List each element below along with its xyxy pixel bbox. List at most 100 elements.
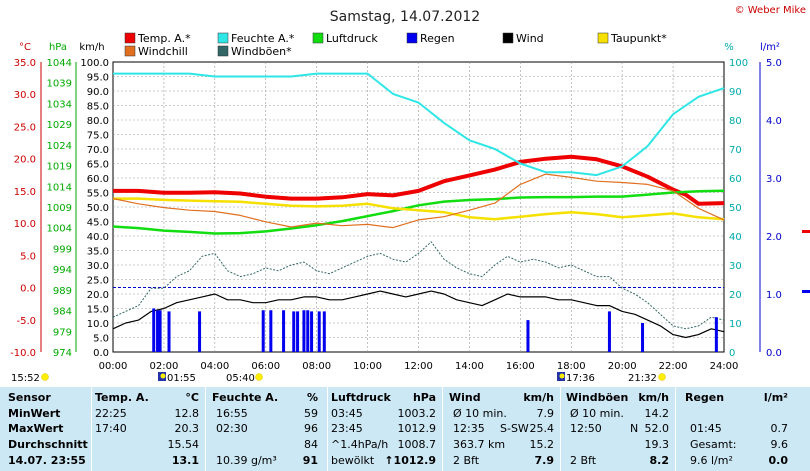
- wind-info: 2 Bft: [453, 454, 480, 467]
- x-tick: 06:00: [251, 361, 280, 372]
- sunrise-time: 05:40: [226, 373, 255, 384]
- x-tick: 08:00: [302, 361, 331, 372]
- series-line: [112, 189, 725, 235]
- x-tick: 04:00: [200, 361, 229, 372]
- rain-tick: 4.0: [766, 116, 782, 127]
- gust-value: 52.0: [644, 422, 670, 435]
- right-marker: [802, 290, 810, 293]
- rain-bar: [322, 311, 326, 352]
- x-tick: 20:00: [608, 361, 637, 372]
- table-divider: [205, 387, 206, 471]
- weather-chart: Samstag, 14.07.2012 © Weber Mike Temp. A…: [10, 5, 810, 384]
- wind-tick: 5.0: [93, 334, 109, 345]
- pressure-tick: 989: [53, 286, 72, 297]
- pressure-tick: 1004: [47, 224, 72, 235]
- copyright: © Weber Mike: [735, 5, 806, 16]
- humidity-time: 02:30: [216, 422, 248, 435]
- wind-tick: 70.0: [87, 145, 109, 156]
- header-wind: Wind: [449, 391, 481, 404]
- gust-info: 12:50: [570, 422, 602, 435]
- wind-tick: 60.0: [87, 174, 109, 185]
- table-divider: [560, 387, 561, 471]
- rain-bar: [198, 311, 202, 352]
- rain-value: 9.6: [770, 438, 789, 451]
- moon-icon-disc: [160, 373, 166, 379]
- gust-value: 19.3: [644, 438, 670, 451]
- humidity-tick: 20: [729, 290, 742, 301]
- humidity-value: 84: [304, 438, 318, 451]
- humidity-value: 96: [304, 422, 318, 435]
- temp-tick: 25.0: [14, 122, 36, 133]
- temp-value: 12.8: [174, 407, 200, 420]
- sunset-time: 21:32: [628, 373, 657, 384]
- x-tick: 14:00: [455, 361, 484, 372]
- legend-swatch: [406, 32, 418, 44]
- header-sensor: Sensor: [8, 391, 51, 404]
- rain-bar: [306, 310, 310, 352]
- gust-dir: N: [630, 422, 639, 435]
- humidity-tick: 80: [729, 116, 742, 127]
- temp-tick: -5.0: [16, 316, 36, 327]
- wind-tick: 20.0: [87, 290, 109, 301]
- temp-value: 20.3: [174, 422, 200, 435]
- legend-label: Regen: [420, 32, 455, 45]
- moon-icon-disc: [559, 373, 565, 379]
- pressure-value: 1012.9: [397, 422, 437, 435]
- x-tick: 12:00: [404, 361, 433, 372]
- x-axis: 00:00 02:00 04:00 06:00 08:00 10:00 12:00 14:00…: [99, 361, 739, 372]
- legend-label: Windböen*: [231, 45, 292, 58]
- humidity-time: 16:55: [216, 407, 248, 420]
- humidity-time: 10.39 g/m³: [216, 454, 277, 467]
- legend-swatch: [124, 45, 136, 57]
- wind-tick: 65.0: [87, 160, 109, 171]
- rain-bar: [292, 311, 296, 352]
- wind-info: Ø 10 min.: [453, 407, 507, 420]
- wind-value: 7.9: [536, 407, 555, 420]
- legend-label: Wind: [516, 32, 544, 45]
- pressure-unit: hPa: [49, 42, 67, 53]
- header-humidity-unit: %: [306, 391, 318, 404]
- humidity-tick: 90: [729, 87, 742, 98]
- temp-value: 15.54: [167, 438, 200, 451]
- pressure-value: 1003.2: [397, 407, 437, 420]
- gust-value: 14.2: [644, 407, 670, 420]
- humidity-tick: 30: [729, 261, 742, 272]
- legend-swatch: [597, 32, 609, 44]
- pressure-tick: 974: [53, 348, 72, 359]
- table-divider: [675, 387, 676, 471]
- row-label: MaxWert: [8, 422, 64, 435]
- header-gust-unit: km/h: [638, 391, 669, 404]
- rain-bar: [317, 311, 321, 352]
- header-pressure-unit: hPa: [412, 391, 436, 404]
- temp-time: 17:40: [95, 422, 127, 435]
- temp-value: 13.1: [171, 454, 199, 467]
- humidity-tick: 50: [729, 203, 742, 214]
- pressure-tick: 1029: [47, 120, 72, 131]
- header-rain-unit: l/m²: [763, 391, 788, 404]
- rain-bar: [158, 310, 162, 352]
- wind-tick: 25.0: [87, 276, 109, 287]
- wind-info: 12:35: [453, 422, 485, 435]
- header-temp-unit: °C: [185, 391, 199, 404]
- temp-tick: 5.0: [20, 251, 36, 262]
- wind-tick: 80.0: [87, 116, 109, 127]
- x-tick: 10:00: [353, 361, 382, 372]
- legend-swatch: [124, 32, 136, 44]
- header-wind-unit: km/h: [523, 391, 554, 404]
- rain-bar: [641, 323, 645, 352]
- humidity-tick: 40: [729, 232, 742, 243]
- series-line: [113, 154, 725, 206]
- pressure-tick: 1044: [47, 58, 72, 69]
- header-temp: Temp. A.: [95, 391, 149, 404]
- sun-icon: [255, 373, 263, 381]
- pressure-value: 1008.7: [397, 438, 437, 451]
- row-label: MinWert: [8, 407, 61, 420]
- axes: °C hPa km/h% l/m² 35.0 30.0 25.0 20.0 15.0 10.0 5.…: [10, 42, 810, 359]
- pressure-tick: 1009: [47, 203, 72, 214]
- rain-info: Gesamt:: [690, 438, 737, 451]
- temp-time: 22:25: [95, 407, 127, 420]
- pressure-tick: 1039: [47, 79, 72, 90]
- wind-tick: 35.0: [87, 247, 109, 258]
- wind-tick: 100.0: [80, 58, 109, 69]
- gust-info: Ø 10 min.: [570, 407, 624, 420]
